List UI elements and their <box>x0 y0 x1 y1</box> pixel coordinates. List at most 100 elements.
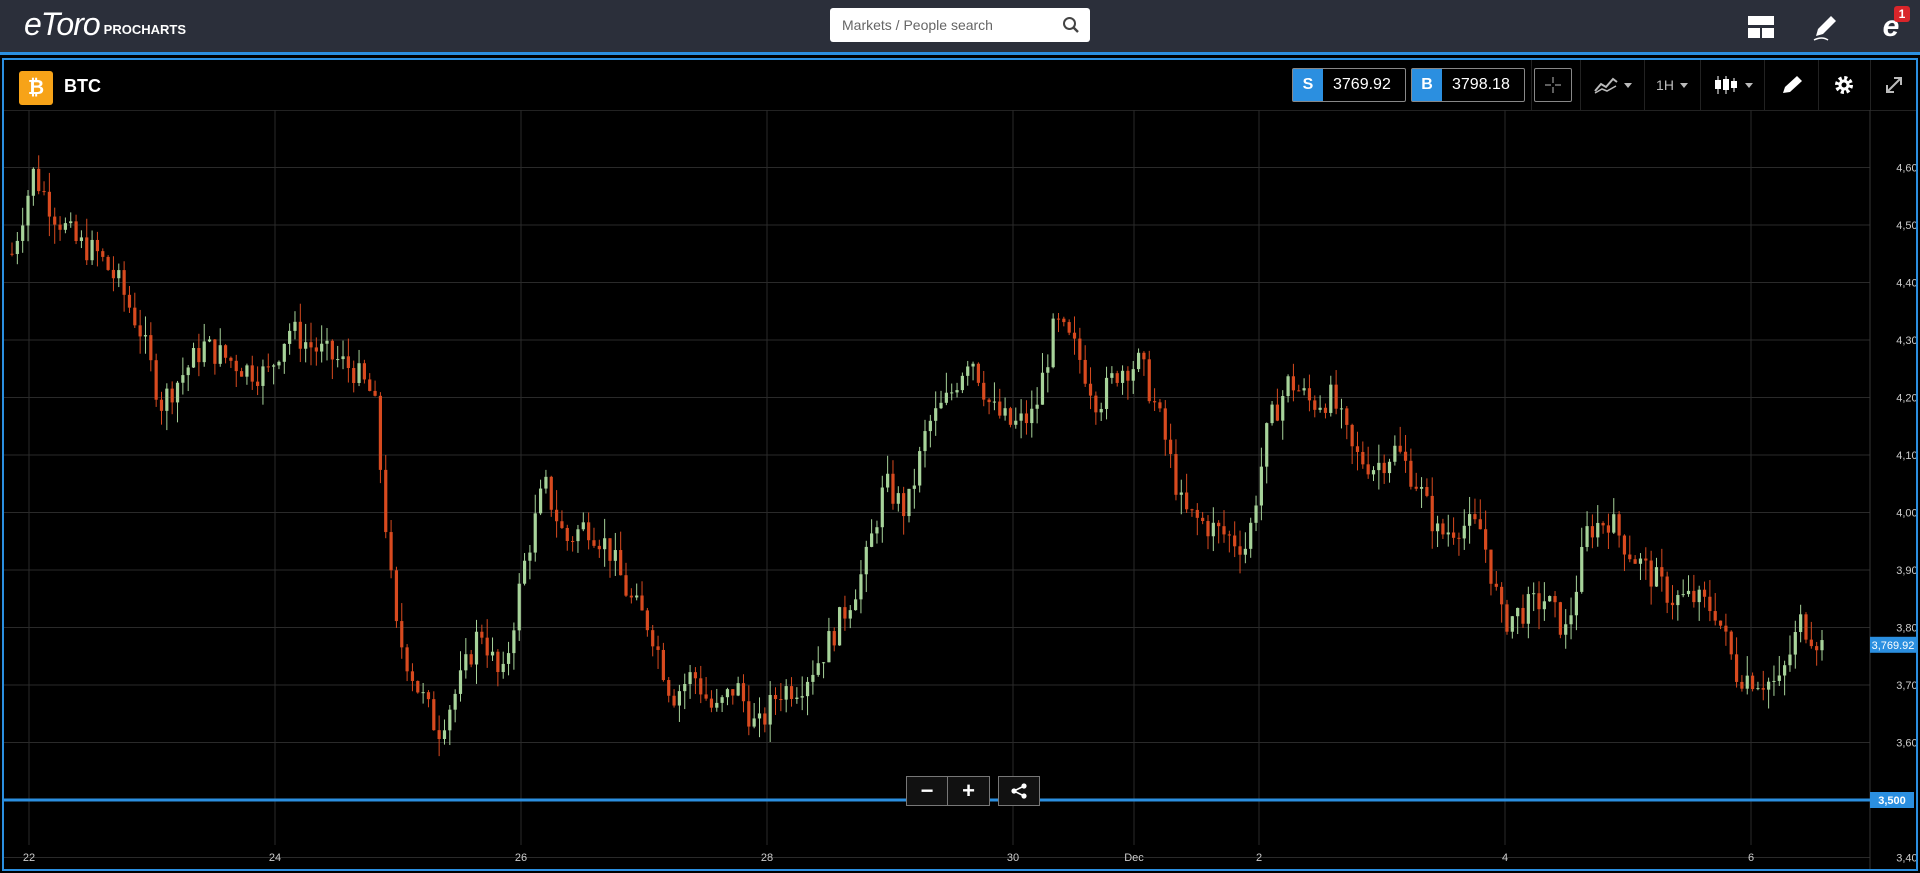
search-icon[interactable] <box>1062 16 1080 34</box>
candle-body <box>1409 460 1413 487</box>
candle-body <box>1056 318 1061 320</box>
chart-panel: ₿ BTC S 3769.92 B 3798.18 1H <box>2 58 1918 871</box>
candle-body <box>998 401 1002 416</box>
candle-body <box>587 522 591 541</box>
candle-body <box>165 388 169 411</box>
chart-type-icon[interactable] <box>1708 68 1758 102</box>
candle-body <box>1713 611 1717 621</box>
fullscreen-icon[interactable] <box>1876 68 1912 102</box>
candle-body <box>1099 408 1103 413</box>
candle-body <box>202 341 206 363</box>
candle-body <box>1195 509 1199 518</box>
horizontal-line-label: 3,500 <box>1878 795 1906 807</box>
candle-body <box>896 493 900 504</box>
instrument-symbol: BTC <box>64 76 101 96</box>
candle-body <box>677 691 682 706</box>
candle-body <box>111 269 116 279</box>
drawing-tools-icon[interactable] <box>1772 68 1812 102</box>
horizontal-line-label-bg <box>1870 792 1914 808</box>
candle-body <box>1462 525 1466 539</box>
candle-body <box>752 718 756 727</box>
candle-body <box>1083 359 1087 384</box>
candle-body <box>458 670 463 694</box>
chevron-down-icon <box>1745 82 1753 88</box>
candle-body <box>63 223 67 230</box>
candle-body <box>1697 589 1701 603</box>
share-icon <box>1011 783 1027 799</box>
toolbar-divider <box>1700 60 1701 110</box>
candle-body <box>939 402 943 409</box>
candle-body <box>1008 408 1013 425</box>
candle-body <box>1521 607 1525 624</box>
candle-body <box>410 671 415 681</box>
indicators-icon[interactable] <box>1588 68 1638 102</box>
candle-body <box>870 533 874 547</box>
toolbar-divider <box>1764 60 1765 110</box>
candle-body <box>982 382 986 400</box>
current-price-label-bg <box>1870 636 1916 653</box>
candle-body <box>1206 521 1210 537</box>
notifications-icon[interactable]: e 1 <box>1874 6 1910 44</box>
logo-subtitle: PROCHARTS <box>103 22 186 37</box>
candle-body <box>1553 596 1557 603</box>
candle-body <box>565 527 569 541</box>
candle-body <box>576 529 580 542</box>
candle-body <box>1820 640 1824 651</box>
crosshair-icon[interactable] <box>1534 68 1572 102</box>
search-box[interactable] <box>830 8 1090 42</box>
search-input[interactable] <box>830 8 1050 42</box>
share-button[interactable] <box>998 776 1040 806</box>
y-tick-label: 4,400 <box>1896 278 1916 290</box>
candle-body <box>1291 376 1296 391</box>
candle-body <box>69 221 73 224</box>
candle-body <box>1451 532 1456 538</box>
candle-body <box>346 356 350 369</box>
sell-price: 3769.92 <box>1333 76 1391 93</box>
layout-icon[interactable] <box>1744 10 1778 44</box>
candle-body <box>533 513 537 553</box>
candle-body <box>170 388 174 403</box>
candle-body <box>1377 462 1381 471</box>
etoro-logo[interactable]: eToro PROCHARTS <box>24 8 186 40</box>
candle-body <box>1638 558 1643 564</box>
candle-body <box>1339 408 1344 410</box>
candle-body <box>490 651 495 656</box>
y-tick-label: 3,600 <box>1896 738 1916 750</box>
candle-body <box>517 583 521 631</box>
candlestick-chart[interactable]: 4,600 4,500 4,400 4,300 4,200 4,100 4,000 3,900… <box>4 110 1916 869</box>
candle-body <box>1612 514 1616 533</box>
pencil-icon[interactable] <box>1808 10 1842 44</box>
candle-body <box>1558 602 1562 635</box>
candle-body <box>992 401 997 403</box>
candle-body <box>501 663 505 673</box>
candle-body <box>426 692 431 700</box>
candle-body <box>1345 408 1349 425</box>
sell-button[interactable]: S 3769.92 <box>1292 68 1406 102</box>
candle-body <box>53 216 57 225</box>
candle-body <box>1067 322 1071 333</box>
candle-body <box>560 521 564 528</box>
candle-body <box>848 610 852 619</box>
candle-body <box>1734 654 1739 682</box>
candle-body <box>1473 514 1477 520</box>
candle-body <box>1740 681 1744 689</box>
candle-body <box>304 342 308 349</box>
candle-body <box>1094 395 1098 413</box>
candle-body <box>816 663 820 675</box>
buy-button[interactable]: B 3798.18 <box>1411 68 1525 102</box>
bitcoin-icon: ₿ <box>19 71 53 105</box>
candle-body <box>1398 445 1402 452</box>
candle-body <box>207 339 212 342</box>
candle-body <box>795 697 799 699</box>
candle-body <box>1729 631 1733 655</box>
gear-icon[interactable] <box>1824 68 1864 102</box>
zoom-in-button[interactable]: + <box>948 776 990 806</box>
zoom-out-button[interactable]: − <box>906 776 948 806</box>
y-tick-label: 3,400 <box>1896 853 1916 865</box>
candle-body <box>1702 589 1707 597</box>
candle-body <box>789 686 794 699</box>
candle-body <box>1136 352 1141 370</box>
candle-body <box>651 630 655 647</box>
timeframe-select[interactable]: 1H <box>1650 68 1694 102</box>
candle-body <box>528 552 532 561</box>
